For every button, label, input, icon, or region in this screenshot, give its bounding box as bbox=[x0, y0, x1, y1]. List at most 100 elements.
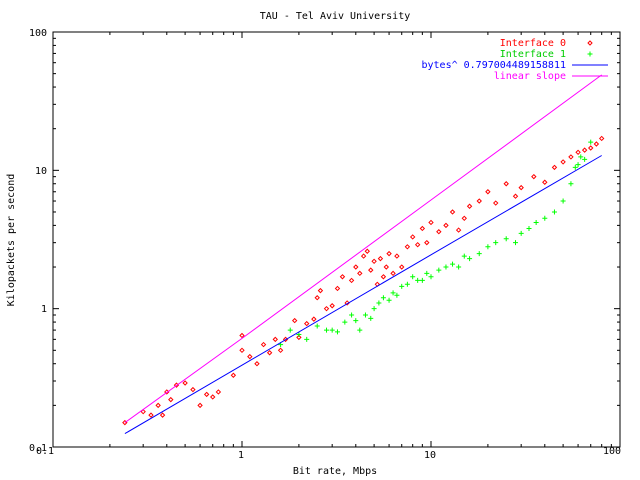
data-point bbox=[371, 306, 377, 312]
data-point bbox=[572, 164, 578, 170]
data-point bbox=[575, 149, 581, 156]
legend: Interface 0 Interface 1 bytes^ 0.7970044… bbox=[422, 38, 608, 82]
x-tick-label-1: 1 bbox=[238, 450, 244, 461]
legend-label-linear-slope: linear slope bbox=[494, 71, 566, 82]
data-point bbox=[296, 332, 302, 338]
data-point bbox=[436, 267, 442, 273]
data-point bbox=[230, 372, 237, 378]
data-point bbox=[461, 253, 467, 259]
data-point bbox=[291, 317, 298, 324]
y-tick-label-100: 100 bbox=[29, 28, 47, 39]
data-point bbox=[210, 394, 216, 400]
data-point bbox=[296, 334, 302, 341]
data-point bbox=[404, 244, 411, 250]
data-point bbox=[424, 270, 430, 276]
data-point bbox=[383, 264, 389, 270]
series-1 bbox=[278, 139, 594, 348]
data-point bbox=[304, 320, 310, 327]
data-point bbox=[424, 239, 430, 246]
data-point bbox=[542, 179, 548, 185]
data-point bbox=[344, 300, 350, 306]
data-point bbox=[323, 305, 330, 312]
data-point bbox=[371, 258, 377, 265]
data-point bbox=[410, 274, 416, 280]
data-point bbox=[415, 277, 421, 283]
data-point bbox=[436, 229, 442, 235]
data-point bbox=[503, 236, 509, 242]
chart-title: TAU - Tel Aviv University bbox=[260, 11, 411, 22]
legend-label-interface-0: Interface 0 bbox=[500, 38, 566, 49]
data-point bbox=[329, 303, 335, 309]
data-point bbox=[247, 353, 253, 360]
data-point bbox=[560, 198, 566, 204]
data-point bbox=[277, 347, 284, 354]
data-point bbox=[404, 281, 410, 287]
x-tick-label-100: 100 bbox=[603, 446, 621, 457]
x-axis-label: Bit rate, Mbps bbox=[293, 466, 377, 477]
data-point bbox=[542, 215, 548, 221]
series-layer bbox=[122, 74, 605, 435]
data-point bbox=[455, 227, 462, 233]
data-point bbox=[314, 295, 320, 301]
data-point bbox=[266, 350, 273, 356]
data-point bbox=[324, 327, 330, 333]
data-point bbox=[390, 270, 396, 277]
data-point bbox=[386, 297, 392, 303]
legend-label-interface-1: Interface 1 bbox=[500, 49, 566, 60]
data-point bbox=[551, 164, 558, 171]
data-point bbox=[148, 412, 154, 418]
data-point bbox=[380, 295, 386, 301]
data-point bbox=[560, 159, 566, 165]
legend-key-marker bbox=[587, 51, 593, 57]
data-point bbox=[364, 248, 370, 254]
data-point bbox=[254, 361, 260, 367]
data-point bbox=[582, 156, 588, 162]
series-3 bbox=[124, 74, 602, 424]
data-point bbox=[353, 318, 359, 324]
data-point bbox=[362, 312, 368, 318]
plot-frame bbox=[52, 31, 621, 448]
data-point bbox=[467, 256, 473, 262]
data-point bbox=[260, 341, 267, 348]
data-point bbox=[334, 329, 340, 335]
data-point bbox=[531, 173, 537, 180]
data-point bbox=[357, 327, 363, 333]
data-point bbox=[598, 135, 605, 142]
data-point bbox=[215, 389, 222, 395]
data-point bbox=[518, 184, 524, 191]
y-tick-label-10: 10 bbox=[35, 166, 47, 177]
data-point bbox=[568, 181, 574, 187]
data-point bbox=[287, 327, 293, 333]
data-point bbox=[414, 241, 421, 248]
data-point bbox=[485, 244, 491, 250]
data-point bbox=[334, 285, 341, 292]
series-2 bbox=[124, 155, 602, 435]
data-point bbox=[314, 323, 320, 329]
series-line bbox=[124, 155, 602, 435]
data-point bbox=[450, 261, 456, 267]
x-tick-label-0.1: 0.1 bbox=[36, 446, 54, 457]
data-point bbox=[368, 315, 374, 321]
data-point bbox=[182, 380, 188, 386]
data-point bbox=[581, 147, 588, 153]
data-point bbox=[512, 193, 519, 199]
data-point bbox=[419, 277, 425, 283]
legend-key-marker bbox=[587, 40, 593, 46]
data-point bbox=[339, 274, 346, 280]
data-point bbox=[380, 274, 387, 280]
data-point bbox=[568, 154, 574, 160]
data-point bbox=[311, 316, 317, 322]
data-point bbox=[203, 391, 210, 398]
data-point bbox=[533, 219, 539, 225]
data-point bbox=[588, 139, 594, 145]
data-point bbox=[190, 386, 196, 393]
data-point bbox=[377, 255, 384, 262]
data-point bbox=[513, 240, 519, 246]
data-point bbox=[503, 181, 509, 187]
data-point bbox=[518, 230, 524, 236]
x-tick-label-10: 10 bbox=[424, 450, 436, 461]
legend-keys bbox=[572, 40, 608, 77]
data-point bbox=[443, 222, 449, 229]
data-point bbox=[239, 347, 245, 354]
